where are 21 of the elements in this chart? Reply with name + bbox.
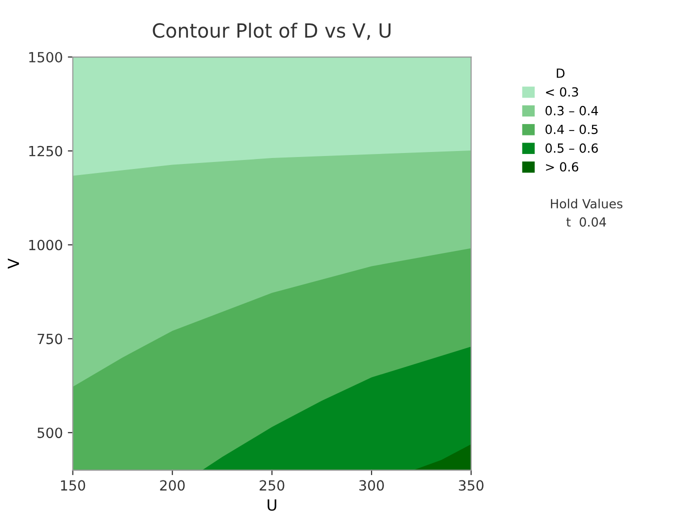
legend-title: D [556, 68, 565, 78]
text: t 0.04 [566, 217, 606, 227]
y-tick-label: 500 [38, 428, 62, 438]
legend-label: 0.4 – 0.5 [546, 124, 598, 134]
y-axis-title: V [8, 258, 19, 269]
x-tick-label: 300 [359, 480, 384, 491]
y-tick-label: 750 [38, 334, 62, 344]
legend-label: 0.5 – 0.6 [546, 143, 598, 153]
y-tick-label: 1000 [29, 240, 62, 250]
legend-label: < 0.3 [546, 87, 578, 97]
legend-label: 0.3 – 0.4 [546, 106, 598, 116]
x-tick-label: 350 [458, 480, 484, 491]
x-tick-label: 200 [160, 480, 185, 491]
chart-title: Contour Plot of D vs V, U [152, 22, 390, 40]
x-tick-label: 250 [260, 480, 284, 491]
y-tick-label: 1500 [29, 52, 62, 62]
x-tick-label: 150 [61, 480, 86, 491]
x-axis-title: U [268, 499, 276, 511]
text: Hold Values [550, 198, 622, 208]
legend-label: > 0.6 [546, 162, 578, 172]
y-tick-label: 1250 [29, 146, 62, 156]
